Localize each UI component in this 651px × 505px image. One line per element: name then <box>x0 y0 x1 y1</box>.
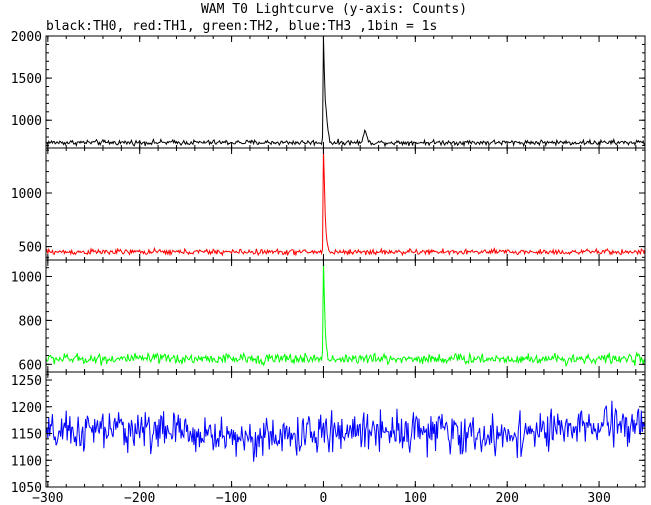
x-tick-label: 0 <box>320 491 328 505</box>
panel-th0: 1000 1500 2000 <box>11 30 646 149</box>
series-th2-line <box>46 260 645 368</box>
panel-th1: 500 1000 <box>11 147 646 261</box>
x-tick-label: 200 <box>495 491 518 505</box>
x-tick-label: −300 <box>32 491 63 505</box>
panel-frame <box>45 371 646 488</box>
y-tick-label: 1000 <box>11 114 42 129</box>
panel-frame <box>45 147 646 261</box>
y-tick-label: 500 <box>19 241 42 256</box>
y-tick-label: 600 <box>19 358 42 373</box>
series-th3-line <box>46 400 645 462</box>
y-tick-label: 1500 <box>11 72 42 87</box>
x-tick-label: 100 <box>404 491 427 505</box>
series-th0-line <box>46 36 645 148</box>
panel-th3: 1050 1100 1150 1200 1250 <box>11 371 646 496</box>
y-tick-label: 1000 <box>11 187 42 202</box>
x-tick-label: −100 <box>216 491 247 505</box>
panel-th2: 600 800 1000 <box>11 259 646 373</box>
y-tick-label: 800 <box>19 314 42 329</box>
panel-frame <box>45 35 646 149</box>
x-tick-label: 300 <box>587 491 610 505</box>
y-tick-label: 1200 <box>11 401 42 416</box>
y-tick-label: 1150 <box>11 428 42 443</box>
y-tick-label: 1100 <box>11 454 42 469</box>
y-tick-label: 2000 <box>11 30 42 45</box>
y-tick-label: 1050 <box>11 481 42 496</box>
x-tick-label: −200 <box>124 491 155 505</box>
y-tick-label: 1250 <box>11 374 42 389</box>
plot-area: 1000150020005001000600800100010501100115… <box>11 30 646 505</box>
y-tick-label: 1000 <box>11 270 42 285</box>
chart-subtitle: black:TH0, red:TH1, green:TH2, blue:TH3 … <box>46 19 437 34</box>
chart-title: WAM T0 Lightcurve (y-axis: Counts) <box>201 2 467 17</box>
series-th1-line <box>46 148 645 257</box>
